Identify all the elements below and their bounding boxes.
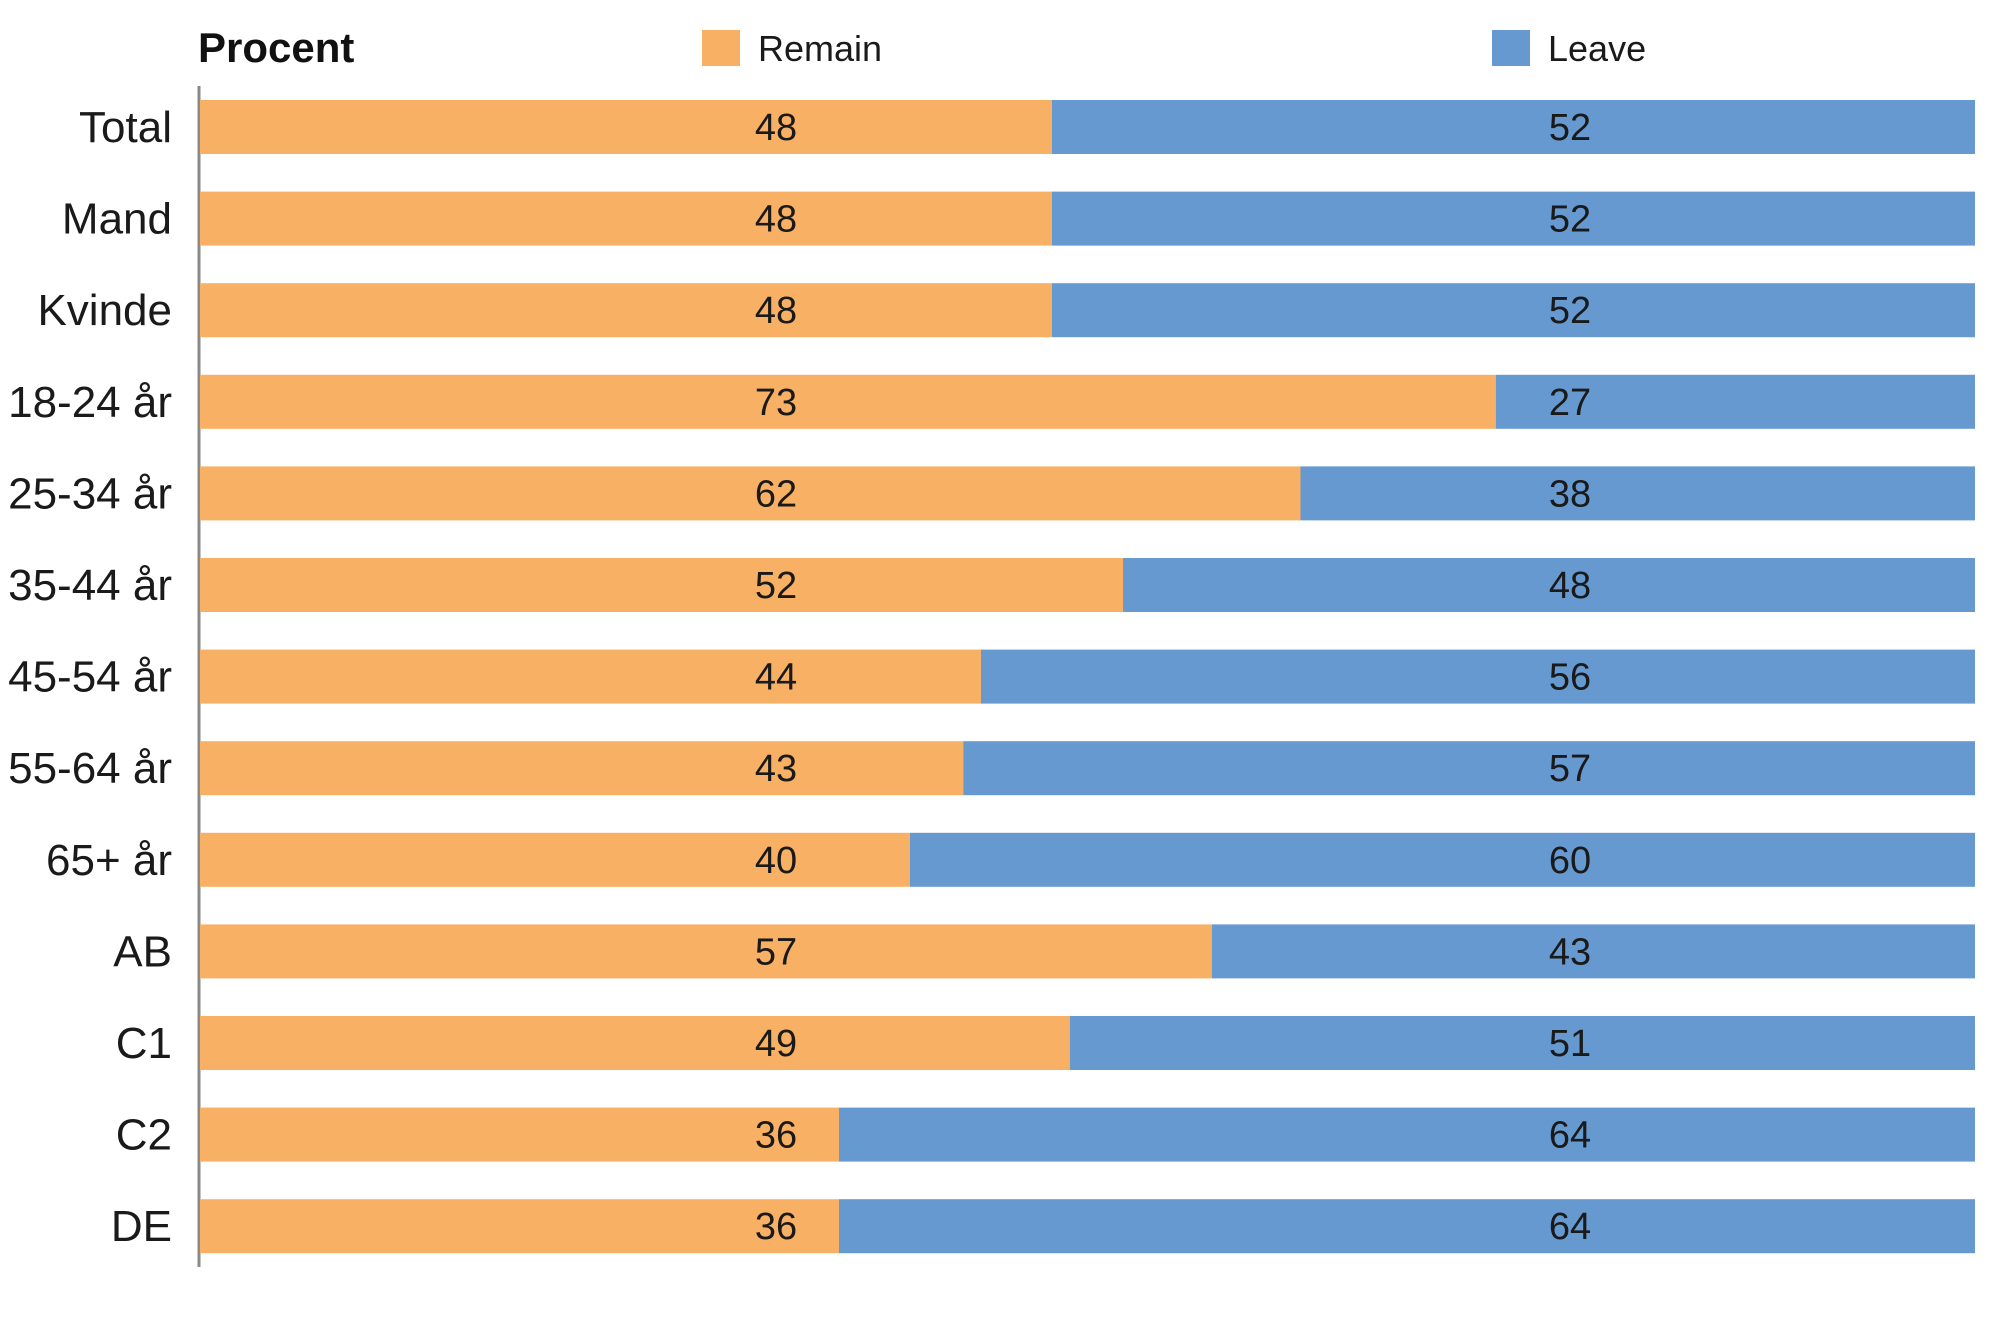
value-label-remain-c2: 36 [755,1115,797,1157]
y-tick-label-ab: AB [113,927,172,976]
bar-remain-ab [200,924,1212,979]
value-label-leave-65plus-ar: 60 [1549,840,1591,882]
bar-leave-mand [1052,191,1975,246]
value-label-remain-18-24-ar: 73 [755,382,797,424]
value-label-leave-total: 52 [1549,107,1591,149]
y-tick-label-c2: C2 [116,1111,172,1160]
y-tick-label-55-64-ar: 55-64 år [8,744,172,793]
value-label-leave-c1: 51 [1549,1023,1591,1065]
value-label-leave-55-64-ar: 57 [1549,748,1591,790]
y-tick-label-65plus-ar: 65+ år [46,836,172,885]
value-label-remain-55-64-ar: 43 [755,748,797,790]
bar-remain-18-24-ar [200,374,1496,429]
legend: Remain Leave [702,28,1646,69]
y-tick-label-de: DE [111,1202,172,1251]
bar-remain-c1 [200,1016,1070,1070]
bar-leave-c1 [1069,1016,1975,1070]
bar-leave-c2 [839,1107,1975,1162]
legend-label-leave: Leave [1548,28,1646,69]
bar-leave-18-24-ar [1495,374,1975,429]
legend-swatch-remain [702,30,740,66]
bar-remain-45-54-ar [200,649,981,704]
bar-remain-de [200,1199,839,1254]
value-label-leave-c2: 64 [1549,1115,1591,1157]
y-tick-label-kvinde: Kvinde [37,286,172,335]
bar-leave-de [839,1199,1975,1254]
bar-remain-c2 [200,1107,839,1162]
value-label-leave-kvinde: 52 [1549,290,1591,332]
value-label-leave-de: 64 [1549,1206,1591,1248]
bar-remain-mand [200,191,1052,246]
bar-leave-25-34-ar [1300,466,1975,521]
y-tick-label-c1: C1 [116,1019,172,1068]
y-tick-label-mand: Mand [62,195,172,244]
y-tick-label-35-44-ar: 35-44 år [8,561,172,610]
bar-leave-45-54-ar [981,649,1975,704]
bars-group [200,100,1975,1254]
bar-leave-kvinde [1052,283,1975,338]
bar-leave-ab [1211,924,1975,979]
bar-leave-65plus-ar [910,832,1975,887]
value-label-remain-25-34-ar: 62 [755,473,797,515]
value-label-leave-25-34-ar: 38 [1549,473,1591,515]
unit-label: Procent [198,24,354,71]
bar-leave-total [1052,100,1975,154]
y-tick-label-total: Total [79,103,172,152]
bar-leave-35-44-ar [1123,558,1975,612]
bar-remain-65plus-ar [200,832,910,887]
value-label-remain-ab: 57 [755,931,797,973]
legend-label-remain: Remain [758,28,882,69]
value-label-remain-mand: 48 [755,199,797,241]
y-tick-label-18-24-ar: 18-24 år [8,378,172,427]
bar-remain-25-34-ar [200,466,1301,521]
bar-remain-kvinde [200,283,1052,338]
value-label-leave-ab: 43 [1549,931,1591,973]
legend-swatch-leave [1492,30,1530,66]
value-label-leave-35-44-ar: 48 [1549,565,1591,607]
value-label-remain-de: 36 [755,1206,797,1248]
value-label-leave-45-54-ar: 56 [1549,657,1591,699]
bar-remain-total [200,100,1052,154]
value-label-remain-kvinde: 48 [755,290,797,332]
value-label-remain-45-54-ar: 44 [755,657,797,699]
bar-leave-55-64-ar [963,741,1975,796]
bar-remain-55-64-ar [200,741,964,796]
value-label-remain-65plus-ar: 40 [755,840,797,882]
value-labels-group: 48 52 48 52 48 52 73 27 62 38 52 48 44 56 43 57 40 60 57 43… [755,107,1591,1248]
y-tick-label-45-54-ar: 45-54 år [8,653,172,702]
bar-remain-35-44-ar [200,558,1123,612]
value-label-remain-c1: 49 [755,1023,797,1065]
y-tick-label-25-34-ar: 25-34 år [8,469,172,518]
value-label-remain-total: 48 [755,107,797,149]
value-label-leave-mand: 52 [1549,199,1591,241]
value-label-leave-18-24-ar: 27 [1549,382,1591,424]
value-label-remain-35-44-ar: 52 [755,565,797,607]
y-axis-ticks: Total Mand Kvinde 18-24 år 25-34 år 35-44 år 4… [8,103,172,1251]
